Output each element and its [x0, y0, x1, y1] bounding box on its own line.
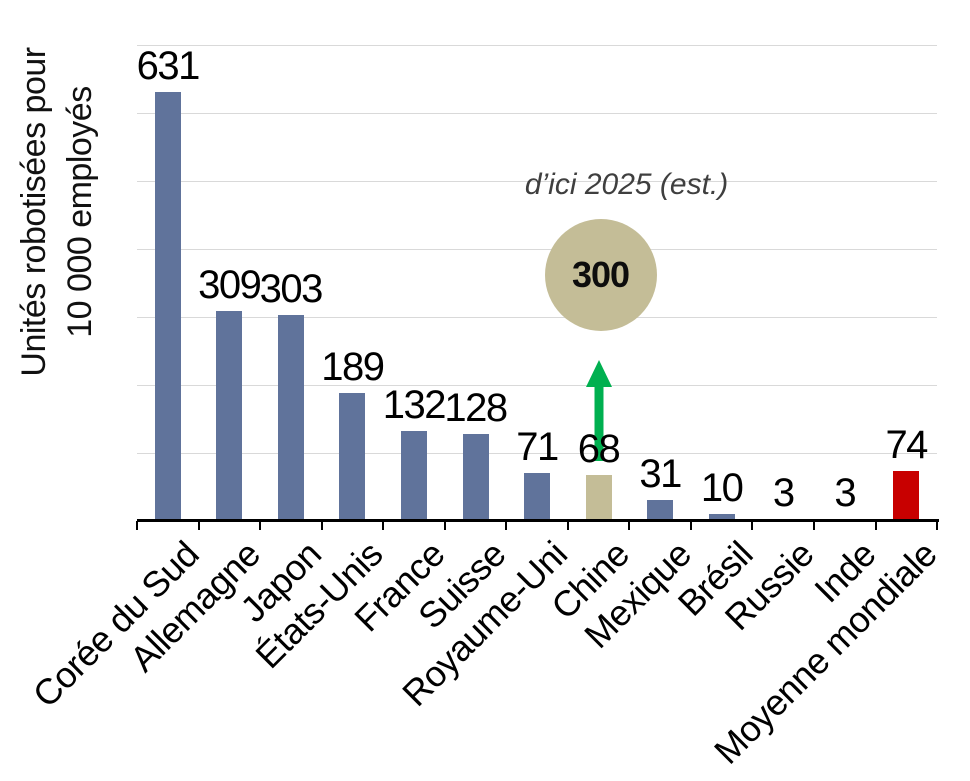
- x-axis-tick: [382, 521, 385, 530]
- gridline-700: [137, 45, 937, 46]
- annotation-circle-value: 300: [571, 254, 630, 295]
- bar-value-label: 74: [885, 422, 928, 467]
- bar-Chine: [585, 474, 612, 521]
- x-axis-tick: [874, 521, 877, 530]
- x-axis-tick: [443, 521, 446, 530]
- bar-value-label: 189: [321, 344, 385, 389]
- arrow-up-icon: [585, 360, 612, 461]
- bar-Moyenne mondiale: [893, 470, 920, 521]
- bar-value-label: 68: [577, 426, 621, 471]
- y-axis-title-line2: 10 000 employés: [61, 86, 99, 338]
- x-axis-tick: [566, 521, 569, 530]
- x-axis-tick: [689, 521, 692, 530]
- bar-value-label: 631: [136, 43, 201, 88]
- bar-Brésil: [708, 514, 735, 521]
- gridline-100: [137, 453, 937, 454]
- bar-value-label: 128: [444, 386, 508, 430]
- bar-value-label: 31: [639, 451, 682, 496]
- bar-Japon: [277, 315, 304, 521]
- annotation-circle: 300: [544, 219, 657, 331]
- bar-Suisse: [462, 434, 489, 521]
- bar-Mexique: [647, 499, 674, 521]
- y-axis-title: Unités robotisées pour 10 000 employés: [11, 0, 103, 442]
- gridline-200: [137, 385, 937, 386]
- bar-value-label: 71: [516, 424, 559, 469]
- bar-value-label: 10: [700, 466, 744, 511]
- gridline-500: [137, 181, 937, 182]
- bar-États-Unis: [339, 392, 366, 521]
- x-axis-tick: [628, 521, 631, 530]
- x-axis-tick: [936, 521, 938, 530]
- bar-value-label: 309: [198, 262, 262, 307]
- y-axis-title-line1: Unités robotisées pour: [15, 47, 53, 377]
- x-axis-tick: [197, 521, 200, 530]
- bar-value-label: 3: [834, 471, 856, 515]
- bar-Allemagne: [216, 310, 243, 521]
- gridline-300: [137, 317, 937, 318]
- gridline-600: [137, 113, 937, 114]
- bar-value-label: 3: [772, 471, 795, 515]
- bar-Royaume-Uni: [524, 472, 550, 521]
- x-axis-tick: [751, 521, 754, 530]
- bar-France: [400, 431, 427, 521]
- x-axis-tick: [812, 521, 815, 530]
- gridline-400: [137, 249, 937, 250]
- bar-value-label: 132: [382, 383, 447, 428]
- x-axis-tick: [136, 521, 138, 530]
- x-axis-line: [137, 519, 939, 522]
- annotation-2025-label: d’ici 2025 (est.): [524, 168, 729, 201]
- x-axis-tick: [320, 521, 323, 530]
- x-axis-tick: [259, 521, 262, 530]
- x-axis-tick: [505, 521, 508, 530]
- bar-Corée du Sud: [154, 91, 181, 521]
- bar-value-label: 303: [259, 267, 324, 311]
